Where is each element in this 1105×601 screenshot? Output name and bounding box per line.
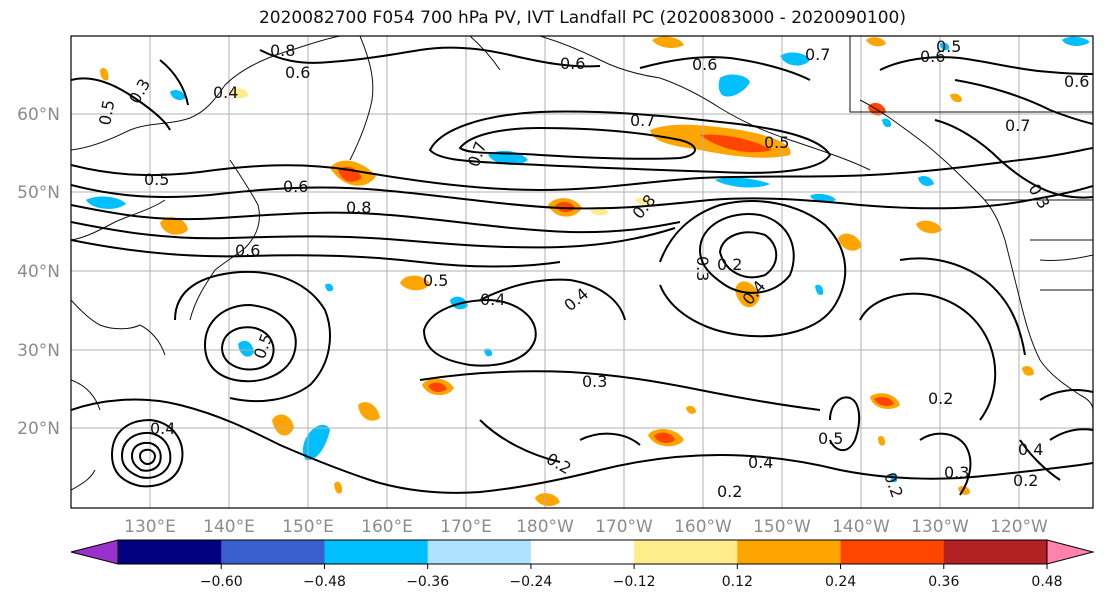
lon-label: 130°W [911,517,969,537]
colorbar-tick-label: 0.48 [1031,574,1062,590]
lon-label: 160°W [674,517,732,537]
lon-label: 180°W [516,517,574,537]
colorbar-tick-label: −0.60 [200,574,243,590]
colorbar-cell [221,540,325,564]
colorbar-cell [324,540,429,564]
lon-label: 140°W [832,517,890,537]
colorbar-cell [427,540,532,564]
latitude-labels: 60°N 50°N 40°N 30°N 20°N [17,105,60,439]
pv-contours [71,46,1093,496]
colorbar-tick-label: 0.24 [825,574,856,590]
contour-label: 0.6 [285,63,310,82]
colorbar-extend-low [70,539,119,565]
contour-label: 0.5 [818,429,843,448]
contour-label: 0.6 [692,55,717,74]
ivt-shading [86,36,1090,507]
contour-label: 0.4 [748,453,773,472]
contour-label: 0.6 [920,47,945,66]
colorbar-cell [737,540,842,564]
contour-label: 0.7 [630,111,655,130]
lat-label: 50°N [17,183,60,203]
lon-label: 140°E [203,517,255,537]
lon-label: 170°E [440,517,492,537]
colorbar-tick-label: −0.12 [613,574,656,590]
contour-label: 0.8 [270,41,295,60]
colorbar-tick-label: −0.36 [406,574,449,590]
contour-label: 0.7 [1005,116,1030,135]
contour-label: 0.2 [928,389,953,408]
lon-label: 160°E [361,517,413,537]
colorbar-tick-label: −0.24 [509,574,552,590]
map-title: 2020082700 F054 700 hPa PV, IVT Landfall… [258,8,906,28]
map-frame [70,35,1094,509]
contour-label: 0.4 [1018,440,1043,459]
lat-label: 20°N [17,419,60,439]
lon-label: 120°W [990,517,1048,537]
colorbar-cell [530,540,635,564]
contour-label: 0.5 [423,271,448,290]
lat-label: 40°N [17,262,60,282]
contour-label: 0.3 [693,256,712,281]
contour-label: 0.6 [235,241,260,260]
contour-label: 0.8 [346,198,371,217]
lon-label: 170°W [595,517,653,537]
contour-label: 0.3 [944,463,969,482]
lat-label: 30°N [17,341,60,361]
colorbar: −0.60 −0.48 −0.36 −0.24 −0.12 0.12 0.24 0.36 0.4… [70,539,1095,590]
contour-label: 0.2 [717,255,742,274]
contour-label: 0.5 [95,98,118,126]
colorbar-tick-label: 0.12 [722,574,753,590]
lat-label: 60°N [17,105,60,125]
lon-label: 150°W [753,517,811,537]
coastlines [71,36,1093,491]
contour-label: 0.5 [764,133,789,152]
colorbar-cell [634,540,738,564]
contour-label: 0.4 [150,419,175,438]
colorbar-cell [840,540,945,564]
colorbar-tick-label: −0.48 [303,574,346,590]
colorbar-tick-label: 0.36 [928,574,959,590]
contour-label: 0.4 [480,290,505,309]
contour-label: 0.7 [805,45,830,64]
graticule [71,36,1093,508]
contour-label: 0.6 [1064,72,1089,91]
colorbar-cell [943,540,1048,564]
contour-label: 0.6 [560,54,585,73]
contour-label: 0.4 [213,83,238,102]
lon-label: 150°E [282,517,334,537]
colorbar-cell [118,540,222,564]
contour-label: 0.6 [283,177,308,196]
contour-label: 0.2 [1013,471,1038,490]
contour-label: 0.5 [144,170,169,189]
lon-label: 130°E [124,517,176,537]
contour-label: 0.5 [936,37,961,56]
contour-label: 0.2 [717,482,742,501]
contour-label: 0.3 [582,372,607,391]
longitude-labels: 130°E 140°E 150°E 160°E 170°E 180°W 170°… [124,517,1048,537]
colorbar-extend-high [1046,539,1095,565]
